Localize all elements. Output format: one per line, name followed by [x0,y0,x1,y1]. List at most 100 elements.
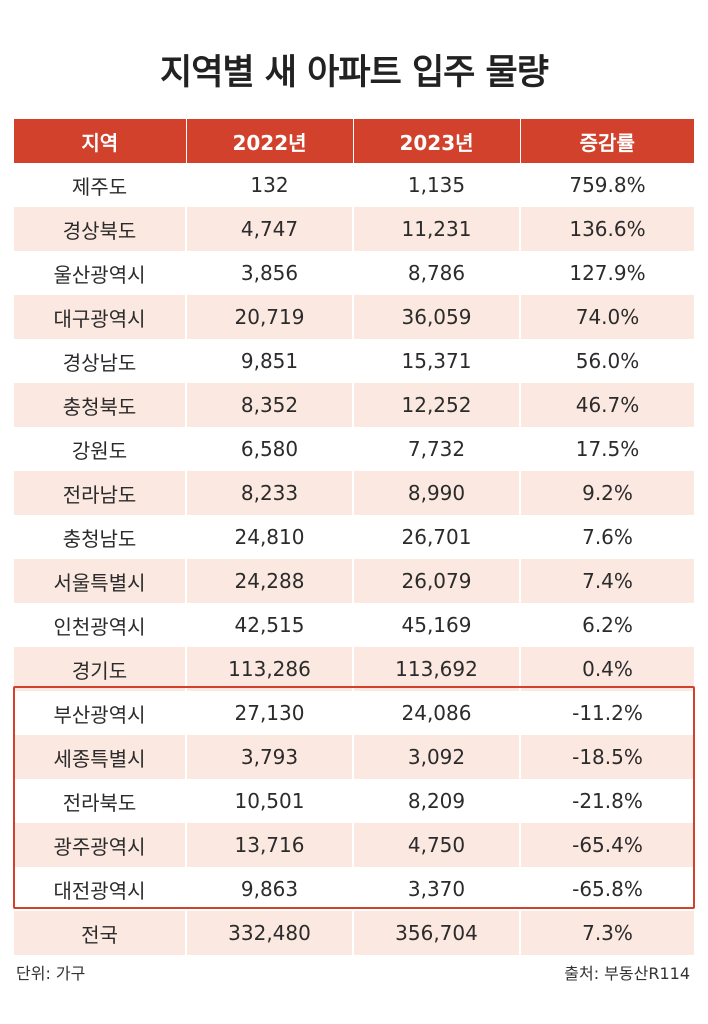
column-header-2022: 2022년 [185,119,353,163]
cell-change-rate: 56.0% [519,339,694,383]
cell-y2023: 7,732 [352,427,520,471]
cell-y2022: 3,793 [185,735,353,779]
cell-region: 인천광역시 [53,614,146,639]
table-row: 대구광역시 20,719 36,059 74.0% [14,295,694,339]
cell-change-rate: -18.5% [519,735,694,779]
cell-region: 충청남도 [62,526,137,551]
table-row: 울산광역시 3,856 8,786 127.9% [14,251,694,295]
cell-y2023: 8,990 [352,471,520,515]
cell-y2022: 42,515 [185,603,353,647]
cell-change-rate: 74.0% [519,295,694,339]
cell-y2023: 15,371 [352,339,520,383]
cell-region: 대전광역시 [53,878,146,903]
cell-y2022: 8,233 [185,471,353,515]
cell-y2022: 332,480 [185,911,353,955]
cell-change-rate: 7.4% [519,559,694,603]
table-row: 충청북도 8,352 12,252 46.7% [14,383,694,427]
cell-change-rate: 759.8% [519,163,694,207]
cell-y2023: 3,092 [352,735,520,779]
table-row: 부산광역시 27,130 24,086 -11.2% [14,691,694,735]
table-row: 제주도 132 1,135 759.8% [14,163,694,207]
cell-region: 서울특별시 [14,559,186,603]
cell-change-rate: 6.2% [519,603,694,647]
column-header-2023: 2023년 [352,119,520,163]
cell-y2022: 6,580 [185,427,353,471]
cell-region: 전라북도 [62,790,137,815]
cell-change-rate: 127.9% [519,251,694,295]
cell-change-rate: 136.6% [519,207,694,251]
table-row: 전라남도 8,233 8,990 9.2% [14,471,694,515]
cell-y2022: 132 [185,163,353,207]
cell-region: 광주광역시 [14,823,186,867]
cell-region: 전라남도 [14,471,186,515]
cell-y2022: 10,501 [185,779,353,823]
cell-y2022: 20,719 [185,295,353,339]
cell-y2023: 45,169 [352,603,520,647]
cell-y2023: 8,786 [352,251,520,295]
cell-region: 대구광역시 [14,295,186,339]
cell-change-rate: -65.8% [519,867,694,911]
cell-y2023: 26,701 [352,515,520,559]
cell-region: 경기도 [14,647,186,691]
cell-region: 강원도 [71,438,128,463]
data-table-container: 지역 2022년 2023년 증감률 제주도 132 1,135 759.8% 경상북도… [14,119,694,955]
cell-y2022: 13,716 [185,823,353,867]
cell-change-rate: 46.7% [519,383,694,427]
cell-y2022: 113,286 [185,647,353,691]
unit-note: 단위: 가구 [16,964,86,983]
cell-y2023: 3,370 [352,867,520,911]
cell-change-rate: -21.8% [519,779,694,823]
cell-y2022: 24,810 [185,515,353,559]
cell-y2023: 356,704 [352,911,520,955]
table-row: 전국 332,480 356,704 7.3% [14,911,694,955]
column-header-region: 지역 [14,119,186,163]
cell-region: 충청북도 [14,383,186,427]
cell-y2023: 4,750 [352,823,520,867]
table-row: 충청남도 24,810 26,701 7.6% [14,515,694,559]
cell-y2023: 8,209 [352,779,520,823]
table-row: 광주광역시 13,716 4,750 -65.4% [14,823,694,867]
cell-y2023: 26,079 [352,559,520,603]
cell-y2023: 36,059 [352,295,520,339]
page-title: 지역별 새 아파트 입주 물량 [160,53,549,93]
cell-region: 제주도 [71,174,128,199]
cell-region: 전국 [14,911,186,955]
table-row: 경상남도 9,851 15,371 56.0% [14,339,694,383]
cell-region: 부산광역시 [53,702,146,727]
cell-y2023: 24,086 [352,691,520,735]
cell-y2023: 113,692 [352,647,520,691]
source-note: 출처: 부동산R114 [564,964,690,983]
cell-region: 세종특별시 [14,735,186,779]
cell-y2023: 12,252 [352,383,520,427]
cell-y2022: 8,352 [185,383,353,427]
cell-change-rate: 7.3% [519,911,694,955]
table-row: 강원도 6,580 7,732 17.5% [14,427,694,471]
table-row: 경기도 113,286 113,692 0.4% [14,647,694,691]
cell-y2022: 9,851 [185,339,353,383]
table-header-row: 지역 2022년 2023년 증감률 [14,119,694,163]
table-row: 전라북도 10,501 8,209 -21.8% [14,779,694,823]
table-row: 인천광역시 42,515 45,169 6.2% [14,603,694,647]
cell-region: 경상북도 [14,207,186,251]
cell-change-rate: 7.6% [519,515,694,559]
table-row: 대전광역시 9,863 3,370 -65.8% [14,867,694,911]
column-header-change-rate: 증감률 [519,119,694,163]
housing-supply-table: 지역 2022년 2023년 증감률 제주도 132 1,135 759.8% 경상북도… [14,119,694,955]
cell-change-rate: -11.2% [519,691,694,735]
cell-region: 울산광역시 [53,262,146,287]
cell-y2023: 1,135 [352,163,520,207]
table-row: 경상북도 4,747 11,231 136.6% [14,207,694,251]
cell-change-rate: 0.4% [519,647,694,691]
cell-change-rate: -65.4% [519,823,694,867]
cell-region: 경상남도 [62,350,137,375]
cell-y2022: 4,747 [185,207,353,251]
cell-y2022: 9,863 [185,867,353,911]
cell-y2022: 27,130 [185,691,353,735]
cell-y2022: 3,856 [185,251,353,295]
table-row: 서울특별시 24,288 26,079 7.4% [14,559,694,603]
cell-change-rate: 9.2% [519,471,694,515]
table-row: 세종특별시 3,793 3,092 -18.5% [14,735,694,779]
cell-y2023: 11,231 [352,207,520,251]
cell-y2022: 24,288 [185,559,353,603]
cell-change-rate: 17.5% [519,427,694,471]
